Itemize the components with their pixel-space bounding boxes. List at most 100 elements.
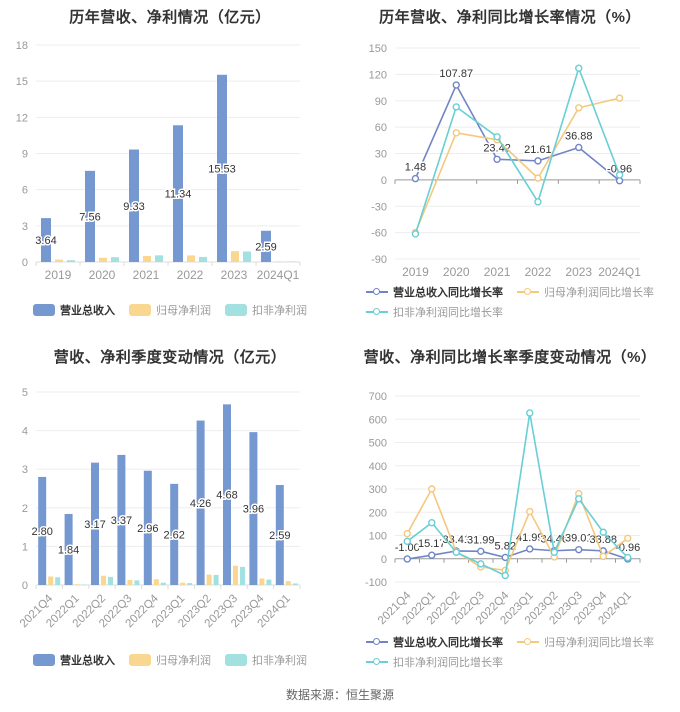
legend-item-net-profit[interactable]: 归母净利润 (129, 652, 211, 668)
non-gaap-swatch-icon (225, 304, 247, 316)
quarterly-amounts-bar-chart: 0123452021Q42022Q12022Q22022Q32022Q42023… (18, 387, 301, 630)
svg-text:2022: 2022 (177, 268, 204, 282)
svg-text:4: 4 (22, 426, 28, 438)
svg-text:2019: 2019 (402, 265, 429, 279)
svg-text:5.82: 5.82 (495, 540, 516, 552)
data-source-note: 数据来源：恒生聚源 (285, 688, 394, 702)
svg-text:500: 500 (369, 438, 387, 450)
svg-text:107.87: 107.87 (439, 68, 473, 80)
svg-text:18: 18 (16, 40, 28, 52)
svg-text:2.80: 2.80 (31, 526, 52, 538)
legend-item-revenue[interactable]: 营业总收入 (33, 302, 115, 318)
svg-text:700: 700 (369, 391, 387, 403)
svg-text:0: 0 (22, 257, 28, 269)
svg-text:2.62: 2.62 (163, 529, 184, 541)
legend-label: 营业总收入 (60, 305, 115, 317)
svg-text:2.96: 2.96 (137, 523, 158, 535)
panel-quarterly-growth: -100 0 100 200 300 400 500 600 700 2021Q4 2022Q1 20… (340, 340, 680, 688)
chart-title-annual-growth: 历年营收、净利同比增长率情况（%） (379, 9, 641, 26)
svg-text:5: 5 (22, 387, 28, 399)
legend-item-revenue-growth[interactable]: 营业总收入同比增长率 (366, 284, 503, 300)
legend-item-non-gaap-growth[interactable]: 扣非净利润同比增长率 (366, 304, 503, 320)
net-profit-swatch-icon (129, 304, 151, 316)
legend-label: 扣非净利润同比增长率 (393, 657, 503, 669)
svg-text:-60: -60 (371, 228, 387, 240)
svg-text:400: 400 (369, 461, 387, 473)
svg-text:300: 300 (369, 484, 387, 496)
svg-text:2.59: 2.59 (255, 241, 276, 253)
svg-text:3.17: 3.17 (84, 519, 105, 531)
svg-text:9: 9 (22, 149, 28, 161)
svg-text:1: 1 (22, 541, 28, 553)
svg-text:0: 0 (381, 554, 387, 566)
svg-text:-1.00: -1.00 (395, 542, 420, 554)
legend-item-non-gaap-profit[interactable]: 扣非净利润 (225, 652, 307, 668)
chart-title-quarterly-amounts: 营收、净利季度变动情况（亿元） (53, 349, 287, 366)
legend-quarterly-amounts: 营业总收入 归母净利润 扣非净利润 (0, 652, 340, 668)
svg-text:2021: 2021 (133, 268, 160, 282)
svg-text:15.53: 15.53 (208, 163, 236, 175)
svg-text:120: 120 (369, 69, 387, 81)
svg-text:-100: -100 (365, 577, 387, 589)
legend-item-revenue[interactable]: 营业总收入 (33, 652, 115, 668)
svg-text:2.59: 2.59 (269, 530, 290, 542)
annual-amounts-bar-chart: 0 3 6 9 12 15 18 2019 2020 2021 2022 2023 2024Q1 3.64… (16, 40, 301, 282)
svg-text:2023: 2023 (565, 265, 592, 279)
legend-label: 归母净利润 (156, 655, 211, 667)
svg-text:2024Q1: 2024Q1 (257, 268, 300, 282)
net-profit-growth-line-icon (517, 638, 539, 645)
svg-text:36.88: 36.88 (565, 130, 593, 142)
legend-label: 扣非净利润 (252, 655, 307, 667)
svg-text:0: 0 (22, 580, 28, 592)
legend-item-non-gaap-profit[interactable]: 扣非净利润 (225, 302, 307, 318)
svg-text:12: 12 (16, 112, 28, 124)
legend-item-net-profit[interactable]: 归母净利润 (129, 302, 211, 318)
legend-label: 归母净利润同比增长率 (544, 287, 654, 299)
svg-text:90: 90 (375, 96, 387, 108)
svg-text:0: 0 (381, 175, 387, 187)
svg-text:1.84: 1.84 (58, 544, 79, 556)
svg-text:4.26: 4.26 (190, 498, 211, 510)
legend-label: 扣非净利润同比增长率 (393, 307, 503, 319)
legend-quarterly-growth: 营业总收入同比增长率 归母净利润同比增长率 扣非净利润同比增长率 (340, 634, 680, 670)
svg-text:3: 3 (22, 464, 28, 476)
legend-label: 扣非净利润 (252, 305, 307, 317)
svg-text:41.99: 41.99 (516, 532, 544, 544)
panel-annual-growth: -90 -60 -30 0 30 60 90 120 150 2019 2020 2021 2022 20… (340, 0, 680, 340)
svg-text:100: 100 (369, 531, 387, 543)
legend-item-net-profit-growth[interactable]: 归母净利润同比增长率 (517, 284, 654, 300)
legend-annual-growth: 营业总收入同比增长率 归母净利润同比增长率 扣非净利润同比增长率 (340, 284, 680, 320)
svg-text:30: 30 (375, 149, 387, 161)
svg-text:7.56: 7.56 (79, 211, 100, 223)
svg-text:3.96: 3.96 (243, 504, 264, 516)
svg-text:39.01: 39.01 (565, 533, 593, 545)
non-gaap-swatch-icon (225, 654, 247, 666)
svg-text:-30: -30 (371, 201, 387, 213)
legend-label: 营业总收入同比增长率 (393, 637, 503, 649)
svg-text:2020: 2020 (89, 268, 116, 282)
svg-text:9.33: 9.33 (123, 201, 144, 213)
legend-item-non-gaap-growth[interactable]: 扣非净利润同比增长率 (366, 654, 503, 670)
net-profit-swatch-icon (129, 654, 151, 666)
revenue-swatch-icon (33, 304, 55, 316)
svg-text:1.48: 1.48 (405, 162, 426, 174)
svg-text:4.68: 4.68 (216, 490, 237, 502)
net-profit-growth-line-icon (517, 288, 539, 295)
svg-text:-0.96: -0.96 (607, 164, 632, 176)
svg-text:6: 6 (22, 185, 28, 197)
svg-text:2021: 2021 (484, 265, 511, 279)
legend-item-net-profit-growth[interactable]: 归母净利润同比增长率 (517, 634, 654, 650)
legend-annual-amounts: 营业总收入 归母净利润 扣非净利润 (0, 302, 340, 318)
legend-label: 归母净利润 (156, 305, 211, 317)
svg-text:2022: 2022 (525, 265, 552, 279)
svg-text:-90: -90 (371, 254, 387, 266)
svg-text:3.37: 3.37 (111, 515, 132, 527)
revenue-swatch-icon (33, 654, 55, 666)
legend-item-revenue-growth[interactable]: 营业总收入同比增长率 (366, 634, 503, 650)
revenue-growth-line-icon (366, 288, 388, 295)
svg-text:2020: 2020 (443, 265, 470, 279)
non-gaap-growth-line-icon (366, 658, 388, 665)
panel-annual-amounts: 0 3 6 9 12 15 18 2019 2020 2021 2022 2023 2024Q1 3.64… (0, 0, 340, 340)
panel-quarterly-amounts: 0 1 2 3 4 5 2021Q4 2022Q1 2022Q2 2022Q3 2022Q4 2023… (0, 340, 340, 688)
svg-text:200: 200 (369, 507, 387, 519)
